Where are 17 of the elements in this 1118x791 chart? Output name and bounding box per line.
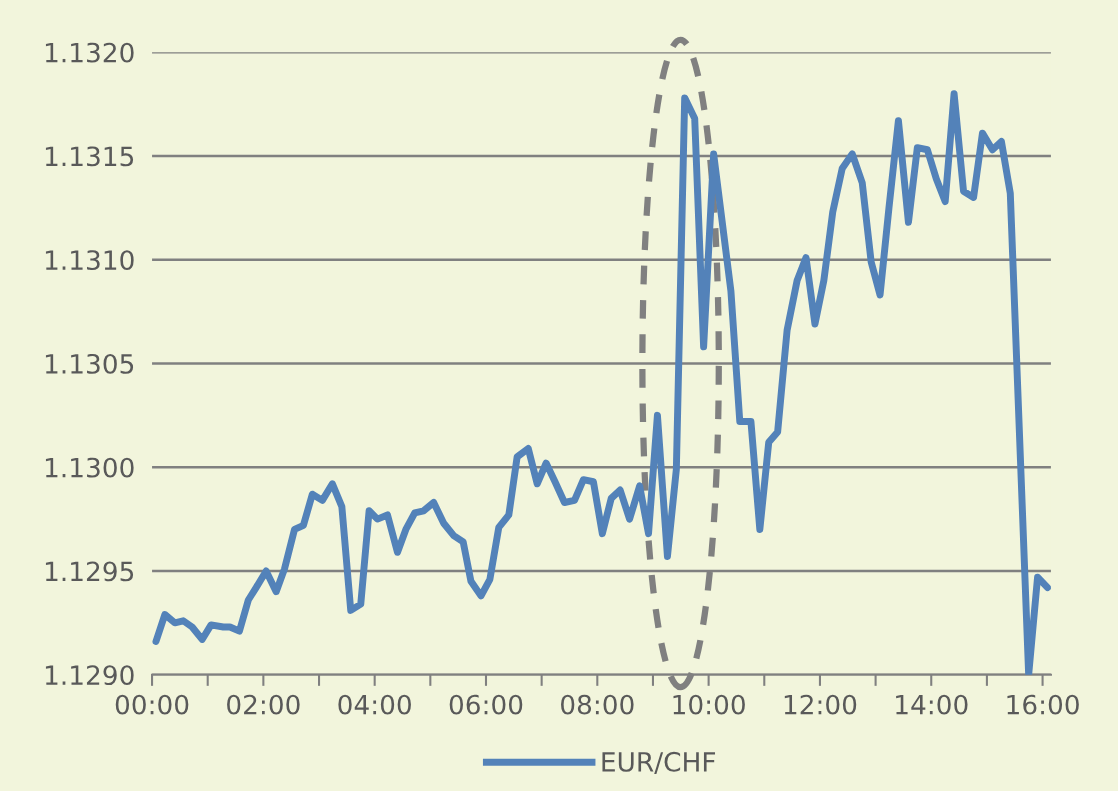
- x-tick-label: 06:00: [449, 694, 523, 715]
- y-tick-label: 1.1305: [45, 353, 134, 374]
- y-tick-label: 1.1320: [45, 42, 134, 63]
- x-tick-label: 10:00: [673, 694, 745, 715]
- legend-label: EUR/CHF: [602, 751, 716, 774]
- x-tick-label: 16:00: [1007, 694, 1079, 715]
- y-tick-label: 1.1295: [45, 561, 134, 582]
- y-tick-label: 1.1310: [45, 250, 134, 271]
- x-tick-label: 12:00: [784, 694, 857, 715]
- y-tick-label: 1.1300: [45, 457, 134, 478]
- x-tick-label: 04:00: [338, 694, 411, 715]
- x-tick-label: 14:00: [896, 694, 968, 715]
- x-tick-label: 08:00: [561, 694, 634, 715]
- y-tick-label: 1.1290: [45, 665, 134, 686]
- y-tick-label: 1.1315: [45, 146, 134, 167]
- x-tick-label: 02:00: [227, 694, 300, 715]
- x-tick-label: 00:00: [115, 694, 189, 715]
